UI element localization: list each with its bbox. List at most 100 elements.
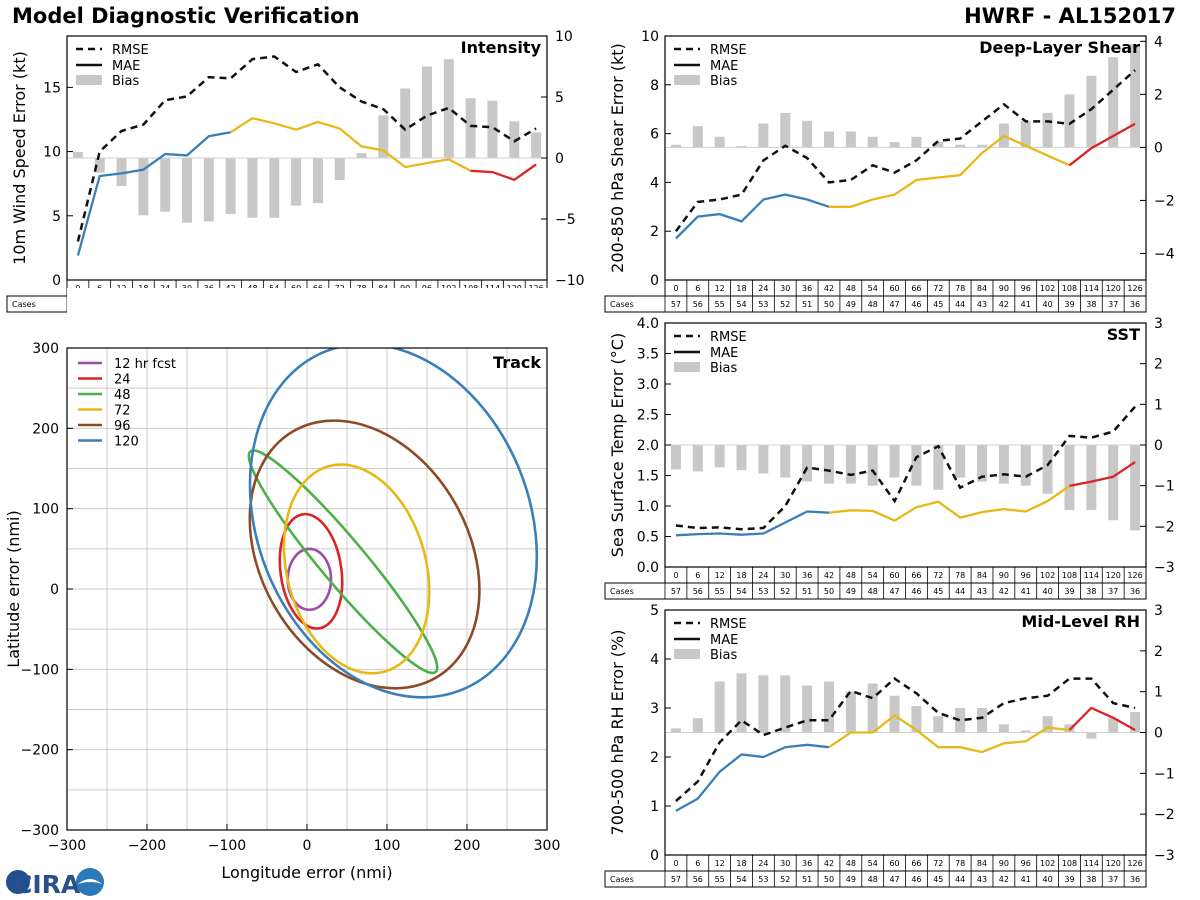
case-count: 36 (1130, 300, 1140, 309)
track-panel: −300 −200 −100 0 100 200 300 −300 −200 −100 0 100 20… (4, 288, 588, 882)
rmse-line (675, 677, 1136, 803)
case-count: 50 (824, 587, 834, 596)
case-count: 47 (889, 587, 899, 596)
case-count: 45 (933, 300, 943, 309)
y2-tick-label: 0 (1154, 726, 1163, 742)
hour-label: 72 (933, 859, 943, 868)
bias-bar (933, 142, 944, 148)
bias-bar (955, 144, 966, 148)
bias-bar (802, 685, 813, 733)
bias-bar (758, 445, 769, 474)
y-tick-label: 1.0 (637, 499, 659, 515)
y-tick-label: 100 (32, 502, 59, 518)
bias-bar (1086, 445, 1097, 511)
legend-mae-label: MAE (710, 59, 738, 74)
bias-bar (845, 131, 856, 148)
y2-tick-label: −2 (1154, 519, 1175, 535)
case-count: 44 (955, 587, 965, 596)
x-tick-label: −300 (48, 838, 86, 854)
mae-line (1068, 706, 1136, 732)
case-count: 41 (1021, 875, 1031, 884)
legend-bias-label: Bias (710, 361, 737, 376)
legend-bias-swatch (76, 75, 102, 85)
case-count: 56 (693, 875, 703, 884)
case-count: 44 (955, 300, 965, 309)
bias-bar (160, 158, 171, 212)
bias-bar (780, 675, 791, 733)
bias-bar (823, 445, 834, 484)
y-tick-label: 1.5 (637, 469, 659, 485)
bias-bar (203, 158, 214, 222)
legend-rmse-label: RMSE (710, 617, 747, 632)
bias-bar (933, 445, 944, 490)
bias-bar (670, 144, 681, 148)
hour-label: 48 (846, 284, 856, 293)
y-tick-label: 3.0 (637, 377, 659, 393)
bias-bar (509, 121, 520, 158)
bias-bar (465, 98, 476, 158)
bias-bar (443, 59, 454, 158)
bias-bar (692, 445, 703, 472)
y2-tick-label: 1 (1154, 397, 1163, 413)
case-count: 38 (1086, 587, 1096, 596)
case-count: 49 (846, 300, 856, 309)
panel-title: Intensity (461, 38, 542, 57)
bias-bar (802, 120, 813, 148)
panel-title: Track (493, 353, 541, 372)
bias-bar (823, 131, 834, 148)
case-count: 36 (1130, 587, 1140, 596)
hour-label: 6 (695, 571, 700, 580)
hour-label: 48 (846, 571, 856, 580)
bias-bar (736, 445, 747, 471)
bias-bar (867, 445, 878, 486)
bias-bar (758, 675, 769, 733)
y2-tick-label: −1 (1154, 479, 1175, 495)
case-count: 42 (999, 587, 1009, 596)
bias-bar (1108, 57, 1119, 148)
bias-bar (1108, 718, 1119, 733)
y2-tick-label: 0 (555, 151, 564, 167)
track-ellipse (278, 512, 344, 630)
bias-bar (1130, 43, 1141, 148)
legend-label: 12 hr fcst (114, 357, 176, 372)
track-ellipse (282, 463, 431, 675)
y2-tick-label: 5 (555, 90, 564, 106)
bias-bar (867, 683, 878, 733)
hour-label: 24 (758, 859, 768, 868)
hour-label: 72 (933, 571, 943, 580)
y-tick-label: 2 (650, 224, 659, 240)
case-count: 50 (824, 875, 834, 884)
hour-label: 48 (846, 859, 856, 868)
y-tick-label: −300 (21, 823, 59, 839)
y-axis-label: 200-850 hPa Shear Error (kt) (608, 43, 627, 273)
legend-bias-swatch (674, 75, 700, 85)
bias-bar (1020, 445, 1031, 486)
hour-label: 114 (1084, 571, 1099, 580)
hour-label: 60 (889, 571, 899, 580)
hour-label: 36 (802, 859, 812, 868)
bias-bar (977, 708, 988, 733)
case-count: 51 (802, 875, 812, 884)
bias-bar (845, 691, 856, 733)
legend-mae-label: MAE (710, 633, 738, 648)
hour-label: 18 (736, 284, 746, 293)
bias-bar (845, 445, 856, 484)
bias-bar (1042, 112, 1053, 148)
bias-bar (334, 158, 345, 180)
track-ellipse (248, 419, 481, 690)
y2-tick-label: 1 (1154, 685, 1163, 701)
mae-line (1069, 461, 1136, 488)
hour-label: 102 (1040, 284, 1055, 293)
hour-label: 126 (1127, 284, 1142, 293)
y2-tick-label: 0 (1154, 140, 1163, 156)
bias-bar (714, 136, 725, 148)
y-tick-label: 0.0 (637, 560, 659, 576)
y-tick-label: 4 (650, 652, 659, 668)
legend-rmse-label: RMSE (710, 330, 747, 345)
bias-bar (1086, 732, 1097, 739)
x-tick-label: 100 (374, 838, 401, 854)
case-count: 36 (1130, 875, 1140, 884)
case-count: 50 (824, 300, 834, 309)
bias-bar (1130, 445, 1141, 531)
bias-bar (867, 136, 878, 148)
